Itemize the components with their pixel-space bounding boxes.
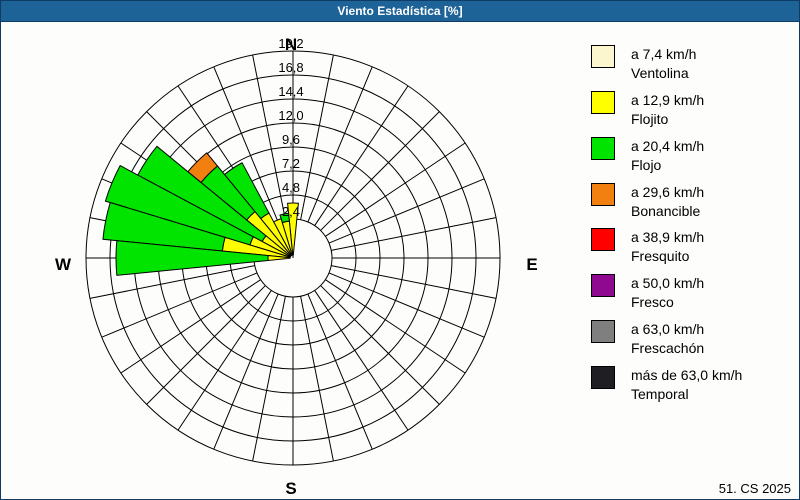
legend-item-temporal: más de 63,0 km/h Temporal: [591, 366, 742, 404]
petal-segment-nbw: [279, 212, 290, 224]
legend-swatch-bonancible: [591, 183, 615, 206]
legend-item-ventolina: a 7,4 km/h Ventolina: [591, 45, 696, 83]
grid-spoke: [213, 293, 279, 450]
legend-name: Flojo: [631, 157, 662, 173]
legend-label: a 38,9 km/h Fresquito: [631, 228, 704, 266]
grid-spoke: [331, 217, 497, 251]
legend: a 7,4 km/h Ventolina a 12,9 km/h Flojito a 2…: [591, 22, 791, 442]
legend-swatch-flojo: [591, 137, 615, 160]
legend-name: Frescachón: [631, 340, 705, 356]
ring-label: 7,2: [282, 156, 300, 171]
legend-label: a 7,4 km/h Ventolina: [631, 45, 696, 83]
legend-name: Flojito: [631, 111, 669, 127]
legend-swatch-ventolina: [591, 45, 615, 68]
legend-item-bonancible: a 29,6 km/h Bonancible: [591, 183, 704, 221]
legend-speed: a 38,9 km/h: [631, 229, 705, 245]
petal-segment-nwbn: [223, 162, 270, 220]
grid-spoke: [314, 85, 409, 226]
window-title: Viento Estadística [%]: [337, 4, 463, 18]
legend-item-flojito: a 12,9 km/h Flojito: [591, 91, 704, 129]
legend-swatch-frescachon: [591, 320, 615, 343]
ring-label: 19,2: [278, 36, 303, 51]
legend-swatch-temporal: [591, 366, 615, 389]
grid-spoke: [307, 293, 373, 450]
legend-speed: a 12,9 km/h: [631, 92, 705, 108]
grid-spoke: [101, 272, 258, 338]
legend-speed: a 20,4 km/h: [631, 138, 705, 154]
legend-item-fresco: a 50,0 km/h Fresco: [591, 274, 704, 312]
grid-spoke: [177, 290, 272, 431]
petal-segment-nw: [187, 152, 219, 184]
compass-label-N: N: [285, 35, 297, 54]
grid-spoke: [325, 279, 466, 374]
footer-note: 51. CS 2025: [718, 481, 791, 496]
legend-label: a 63,0 km/h Frescachón: [631, 320, 704, 358]
legend-label: a 29,6 km/h Bonancible: [631, 183, 704, 221]
grid-spoke: [325, 142, 466, 237]
ring-label: 4,8: [282, 180, 300, 195]
legend-item-fresquito: a 38,9 km/h Fresquito: [591, 228, 704, 266]
window-titlebar: Viento Estadística [%]: [1, 1, 799, 22]
legend-speed: a 7,4 km/h: [631, 46, 697, 62]
grid-spoke: [300, 54, 334, 220]
petal-segment-wnw: [104, 164, 254, 246]
legend-label: más de 63,0 km/h Temporal: [631, 366, 742, 404]
legend-name: Fresco: [631, 294, 674, 310]
legend-label: a 20,4 km/h Flojo: [631, 137, 704, 175]
grid-spoke: [300, 296, 334, 462]
legend-label: a 12,9 km/h Flojito: [631, 91, 704, 129]
legend-speed: más de 63,0 km/h: [631, 367, 743, 383]
petal-segment-nwbw: [137, 145, 267, 243]
ring-label: 9,6: [282, 132, 300, 147]
grid-spoke: [307, 66, 373, 223]
legend-swatch-fresquito: [591, 228, 615, 251]
legend-name: Fresquito: [631, 248, 690, 264]
grid-spoke: [89, 265, 255, 299]
grid-spoke: [146, 285, 266, 405]
petal-segment-wbn: [102, 201, 226, 252]
chart-panel: 2,4 4,8 7,2 9,6 12,0 14,4 16,8 19,2 N S W E a 7,4 k…: [1, 22, 799, 499]
grid-spoke: [213, 66, 279, 223]
legend-speed: a 63,0 km/h: [631, 321, 705, 337]
petal-segment-w: [115, 240, 269, 276]
legend-speed: a 50,0 km/h: [631, 275, 705, 291]
grid-spoke: [320, 285, 440, 405]
wind-rose-chart: 2,4 4,8 7,2 9,6 12,0 14,4 16,8 19,2N S W E: [55, 35, 538, 498]
grid-spoke: [252, 296, 286, 462]
legend-name: Temporal: [631, 386, 689, 402]
legend-item-flojo: a 20,4 km/h Flojo: [591, 137, 704, 175]
legend-label: a 50,0 km/h Fresco: [631, 274, 704, 312]
ring-label: 2,4: [282, 204, 300, 219]
compass-label-S: S: [285, 479, 296, 498]
legend-name: Bonancible: [631, 203, 701, 219]
legend-swatch-flojito: [591, 91, 615, 114]
legend-swatch-fresco: [591, 274, 615, 297]
ring-label: 12,0: [278, 108, 303, 123]
compass-label-W: W: [55, 255, 72, 274]
grid-spoke: [120, 279, 261, 374]
grid-spoke: [314, 290, 409, 431]
grid-spoke: [320, 111, 440, 231]
legend-name: Ventolina: [631, 65, 689, 81]
grid-spoke: [328, 178, 485, 244]
legend-speed: a 29,6 km/h: [631, 184, 705, 200]
grid-spoke: [331, 265, 497, 299]
compass-label-E: E: [526, 255, 537, 274]
grid-spoke: [252, 54, 286, 220]
grid-spoke: [328, 272, 485, 338]
legend-item-frescachon: a 63,0 km/h Frescachón: [591, 320, 704, 358]
ring-label: 16,8: [278, 60, 303, 75]
ring-label: 14,4: [278, 84, 303, 99]
